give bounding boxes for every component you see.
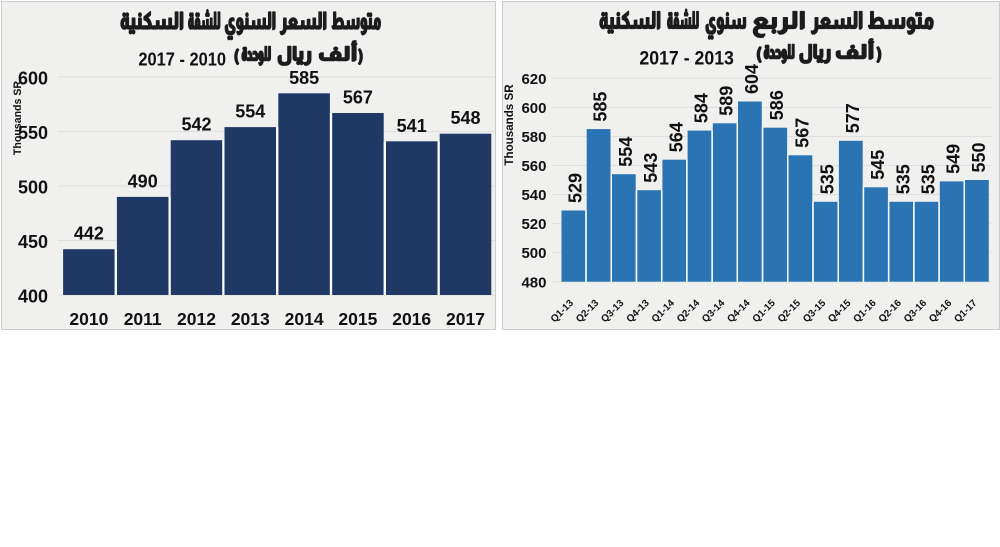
svg-text:554: 554 (616, 137, 636, 167)
svg-text:585: 585 (289, 68, 319, 88)
svg-text:584: 584 (692, 93, 712, 123)
svg-text:2017: 2017 (446, 309, 485, 329)
svg-text:540: 540 (521, 187, 546, 204)
svg-text:520: 520 (521, 216, 546, 233)
svg-text:545: 545 (868, 150, 888, 180)
svg-text:600: 600 (18, 68, 48, 88)
svg-text:535: 535 (893, 164, 913, 194)
svg-text:589: 589 (717, 86, 737, 116)
svg-text:567: 567 (343, 88, 373, 108)
svg-text:Thousands SR: Thousands SR (503, 84, 516, 166)
svg-text:535: 535 (818, 164, 838, 194)
svg-text:2016: 2016 (392, 309, 431, 329)
svg-text:620: 620 (521, 71, 546, 88)
svg-text:600: 600 (521, 100, 546, 117)
svg-text:2017 - 2013: 2017 - 2013 (639, 49, 734, 70)
svg-text:2017 - 2010: 2017 - 2010 (138, 49, 226, 70)
svg-text:2012: 2012 (177, 309, 216, 329)
svg-text:2014: 2014 (285, 309, 324, 329)
svg-text:450: 450 (18, 232, 48, 252)
svg-text:586: 586 (767, 90, 787, 120)
svg-text:543: 543 (641, 153, 661, 183)
svg-text:550: 550 (969, 142, 989, 172)
svg-text:550: 550 (18, 123, 48, 143)
svg-text:535: 535 (919, 164, 939, 194)
svg-text:548: 548 (450, 108, 480, 128)
svg-text:542: 542 (181, 115, 211, 135)
svg-text:500: 500 (18, 177, 48, 197)
svg-text:400: 400 (18, 286, 48, 306)
svg-text:2015: 2015 (338, 309, 377, 329)
svg-text:560: 560 (521, 158, 546, 175)
svg-text:564: 564 (666, 122, 686, 152)
svg-text:490: 490 (128, 171, 158, 191)
svg-text:554: 554 (235, 102, 265, 122)
svg-text:2013: 2013 (231, 309, 270, 329)
svg-text:2011: 2011 (124, 309, 162, 329)
svg-text:585: 585 (591, 92, 611, 122)
svg-text:580: 580 (521, 129, 546, 146)
svg-text:480: 480 (521, 274, 546, 291)
svg-text:529: 529 (565, 173, 585, 203)
svg-text:604: 604 (742, 64, 762, 94)
svg-text:549: 549 (944, 144, 964, 174)
svg-text:567: 567 (792, 118, 812, 148)
svg-text:577: 577 (843, 103, 863, 133)
svg-text:Thousands SR: Thousands SR (12, 81, 24, 156)
svg-text:2010: 2010 (69, 309, 108, 329)
svg-text:500: 500 (521, 245, 546, 262)
svg-text:442: 442 (74, 224, 104, 244)
svg-text:541: 541 (397, 116, 427, 136)
